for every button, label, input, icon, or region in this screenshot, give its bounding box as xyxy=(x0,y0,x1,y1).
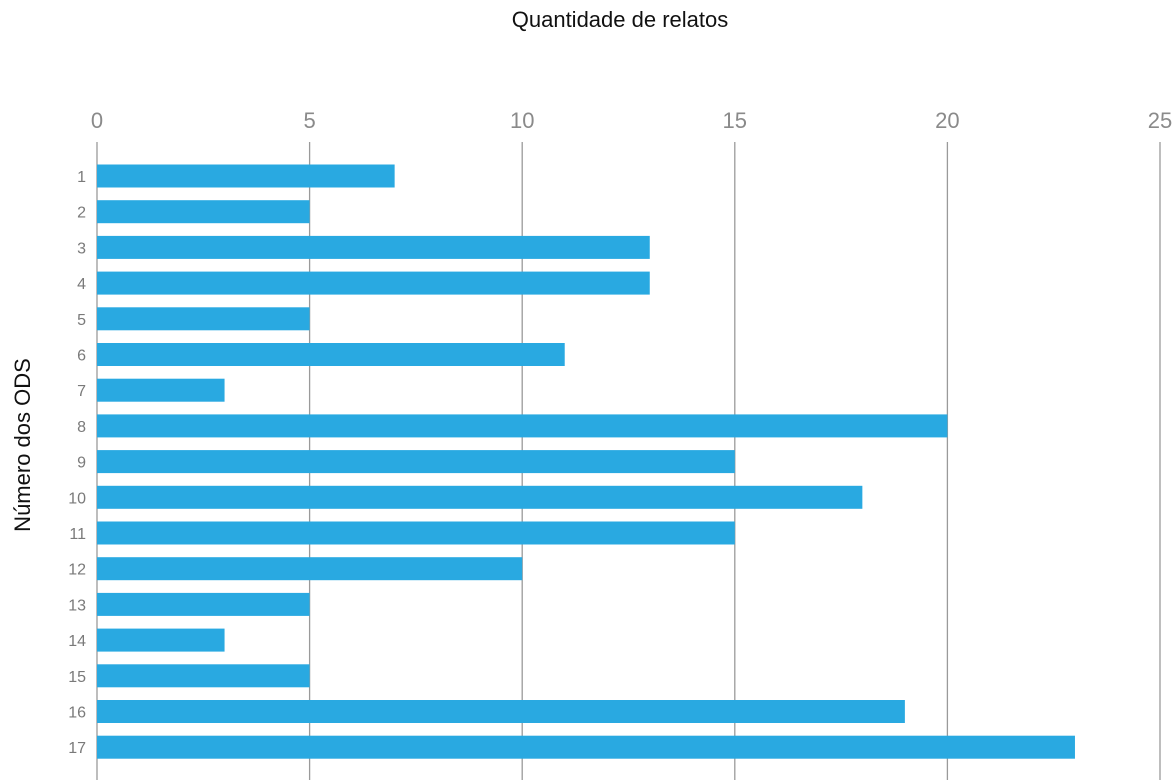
bar xyxy=(97,450,735,474)
y-tick-label: 4 xyxy=(77,276,86,293)
x-tick-label: 25 xyxy=(1148,108,1172,133)
y-tick-label: 13 xyxy=(68,597,86,614)
y-tick-label: 15 xyxy=(68,669,86,686)
bar xyxy=(97,200,310,224)
x-axis-ticks: 0 5 10 15 20 25 xyxy=(91,108,1172,133)
y-tick-label: 7 xyxy=(77,383,86,400)
bar xyxy=(97,378,225,402)
bar xyxy=(97,485,863,509)
bar xyxy=(97,664,310,688)
x-tick-label: 15 xyxy=(723,108,747,133)
bar xyxy=(97,271,650,295)
x-tick-label: 5 xyxy=(303,108,315,133)
chart-title: Quantidade de relatos xyxy=(512,7,729,32)
y-tick-label: 12 xyxy=(68,562,86,579)
y-tick-label: 9 xyxy=(77,455,86,472)
x-tick-label: 10 xyxy=(510,108,534,133)
y-tick-label: 16 xyxy=(68,705,86,722)
y-tick-label: 17 xyxy=(68,740,86,757)
bar xyxy=(97,164,395,188)
bar xyxy=(97,592,310,616)
bar xyxy=(97,735,1075,759)
bar xyxy=(97,628,225,652)
bar xyxy=(97,414,948,438)
bar xyxy=(97,521,735,545)
y-tick-label: 14 xyxy=(68,633,86,650)
bars xyxy=(97,164,1075,759)
y-axis-label: Número dos ODS xyxy=(10,358,35,532)
bar xyxy=(97,235,650,259)
bar xyxy=(97,700,905,723)
y-tick-label: 10 xyxy=(68,490,86,507)
bar xyxy=(97,557,523,581)
y-tick-label: 3 xyxy=(77,240,86,257)
y-tick-label: 5 xyxy=(77,312,86,329)
y-tick-label: 8 xyxy=(77,419,86,436)
x-tick-label: 0 xyxy=(91,108,103,133)
y-tick-label: 11 xyxy=(69,526,86,543)
y-tick-label: 2 xyxy=(77,205,86,222)
x-tick-label: 20 xyxy=(935,108,959,133)
y-tick-label: 6 xyxy=(77,348,86,365)
bar xyxy=(97,307,310,331)
y-tick-label: 1 xyxy=(77,169,86,186)
bar xyxy=(97,343,565,366)
